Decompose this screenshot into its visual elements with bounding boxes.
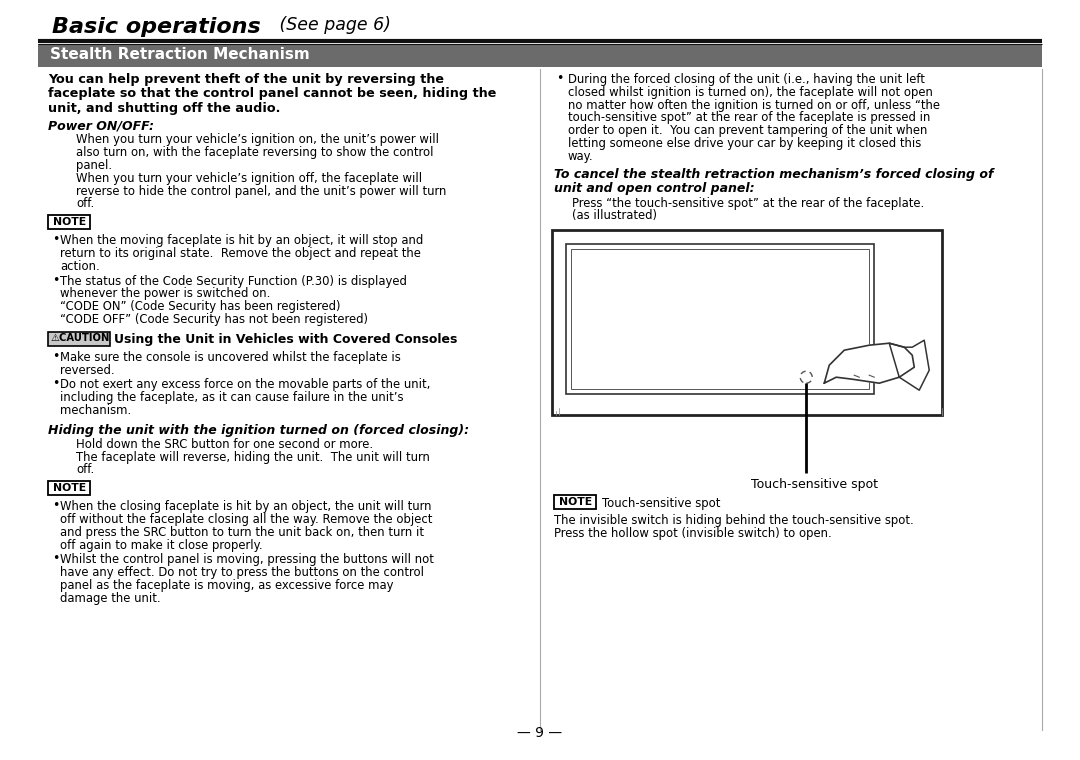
Text: panel as the faceplate is moving, as excessive force may: panel as the faceplate is moving, as exc… [60, 579, 393, 592]
Text: faceplate so that the control panel cannot be seen, hiding the: faceplate so that the control panel cann… [48, 87, 497, 100]
Text: Touch-sensitive spot: Touch-sensitive spot [752, 478, 878, 491]
Text: return to its original state.  Remove the object and repeat the: return to its original state. Remove the… [60, 247, 421, 260]
Bar [48, 332, 110, 346]
Text: Touch-sensitive spot: Touch-sensitive spot [602, 497, 720, 510]
Text: closed whilst ignition is turned on), the faceplate will not open: closed whilst ignition is turned on), th… [568, 86, 933, 99]
Text: Stealth Retraction Mechanism: Stealth Retraction Mechanism [50, 47, 310, 62]
Text: action.: action. [60, 260, 99, 273]
Text: •: • [52, 274, 59, 287]
Text: have any effect. Do not try to press the buttons on the control: have any effect. Do not try to press the… [60, 566, 424, 579]
Text: The invisible switch is hiding behind the touch-sensitive spot.: The invisible switch is hiding behind th… [554, 515, 914, 527]
Text: Using the Unit in Vehicles with Covered Consoles: Using the Unit in Vehicles with Covered … [114, 334, 457, 347]
Text: Whilst the control panel is moving, pressing the buttons will not: Whilst the control panel is moving, pres… [60, 553, 434, 566]
Text: (See page 6): (See page 6) [274, 16, 391, 34]
Text: When the moving faceplate is hit by an object, it will stop and: When the moving faceplate is hit by an o… [60, 234, 423, 247]
Text: Basic operations: Basic operations [52, 17, 260, 37]
Text: Hiding the unit with the ignition turned on (forced closing):: Hiding the unit with the ignition turned… [48, 424, 469, 437]
Text: When the closing faceplate is hit by an object, the unit will turn: When the closing faceplate is hit by an … [60, 500, 432, 513]
Text: During the forced closing of the unit (i.e., having the unit left: During the forced closing of the unit (i… [568, 73, 924, 86]
Text: off without the faceplate closing all the way. Remove the object: off without the faceplate closing all th… [60, 513, 432, 526]
Text: NOTE: NOTE [559, 497, 592, 507]
Text: off.: off. [76, 198, 94, 211]
Text: and press the SRC button to turn the unit back on, then turn it: and press the SRC button to turn the uni… [60, 526, 424, 539]
Polygon shape [824, 344, 915, 383]
Text: order to open it.  You can prevent tampering of the unit when: order to open it. You can prevent tamper… [568, 124, 928, 138]
Text: Press “the touch-sensitive spot” at the rear of the faceplate.: Press “the touch-sensitive spot” at the … [572, 197, 924, 210]
Text: •: • [52, 378, 59, 391]
Bar [554, 496, 596, 509]
Text: way.: way. [568, 150, 594, 163]
Polygon shape [889, 340, 929, 390]
Text: reversed.: reversed. [60, 364, 114, 377]
Text: ⚠CAUTION: ⚠CAUTION [51, 334, 110, 344]
Text: Hold down the SRC button for one second or more.: Hold down the SRC button for one second … [76, 438, 373, 451]
Text: •: • [52, 499, 59, 512]
Text: The faceplate will reverse, hiding the unit.  The unit will turn: The faceplate will reverse, hiding the u… [76, 451, 430, 464]
Text: NOTE: NOTE [53, 217, 86, 226]
Text: “CODE OFF” (Code Security has not been registered): “CODE OFF” (Code Security has not been r… [60, 313, 368, 326]
Bar [48, 215, 90, 230]
Text: “CODE ON” (Code Security has been registered): “CODE ON” (Code Security has been regist… [60, 300, 340, 313]
Bar [38, 44, 1042, 67]
Text: Power ON/OFF:: Power ON/OFF: [48, 119, 154, 132]
Text: no matter how often the ignition is turned on or off, unless “the: no matter how often the ignition is turn… [568, 99, 940, 112]
Text: letting someone else drive your car by keeping it closed this: letting someone else drive your car by k… [568, 137, 921, 150]
Bar [571, 249, 869, 389]
Bar [566, 244, 874, 394]
Text: You can help prevent theft of the unit by reversing the: You can help prevent theft of the unit b… [48, 73, 444, 86]
Text: touch-sensitive spot” at the rear of the faceplate is pressed in: touch-sensitive spot” at the rear of the… [568, 112, 930, 125]
Text: reverse to hide the control panel, and the unit’s power will turn: reverse to hide the control panel, and t… [76, 185, 446, 198]
Text: •: • [556, 72, 564, 85]
Text: Press the hollow spot (invisible switch) to open.: Press the hollow spot (invisible switch)… [554, 527, 832, 540]
Text: mechanism.: mechanism. [60, 404, 132, 417]
Text: Do not exert any excess force on the movable parts of the unit,: Do not exert any excess force on the mov… [60, 378, 430, 391]
Text: (as illustrated): (as illustrated) [572, 210, 657, 223]
Text: When you turn your vehicle’s ignition off, the faceplate will: When you turn your vehicle’s ignition of… [76, 172, 422, 185]
Text: unit, and shutting off the audio.: unit, and shutting off the audio. [48, 102, 281, 115]
Text: — 9 —: — 9 — [517, 726, 563, 740]
Text: whenever the power is switched on.: whenever the power is switched on. [60, 287, 270, 300]
Bar [552, 230, 942, 415]
Text: damage the unit.: damage the unit. [60, 592, 161, 605]
Text: Make sure the console is uncovered whilst the faceplate is: Make sure the console is uncovered whils… [60, 351, 401, 364]
Text: NOTE: NOTE [53, 483, 86, 492]
Text: panel.: panel. [76, 159, 112, 172]
Bar [48, 481, 90, 496]
Text: off again to make it close properly.: off again to make it close properly. [60, 539, 262, 552]
Text: When you turn your vehicle’s ignition on, the unit’s power will: When you turn your vehicle’s ignition on… [76, 134, 438, 147]
Text: •: • [52, 553, 59, 565]
Text: unit and open control panel:: unit and open control panel: [554, 182, 755, 195]
Text: The status of the Code Security Function (P.30) is displayed: The status of the Code Security Function… [60, 274, 407, 288]
Text: off.: off. [76, 464, 94, 477]
Text: including the faceplate, as it can cause failure in the unit’s: including the faceplate, as it can cause… [60, 391, 404, 404]
Text: also turn on, with the faceplate reversing to show the control: also turn on, with the faceplate reversi… [76, 146, 433, 160]
Text: •: • [52, 233, 59, 246]
Text: •: • [52, 350, 59, 363]
Text: To cancel the stealth retraction mechanism’s forced closing of: To cancel the stealth retraction mechani… [554, 168, 994, 181]
